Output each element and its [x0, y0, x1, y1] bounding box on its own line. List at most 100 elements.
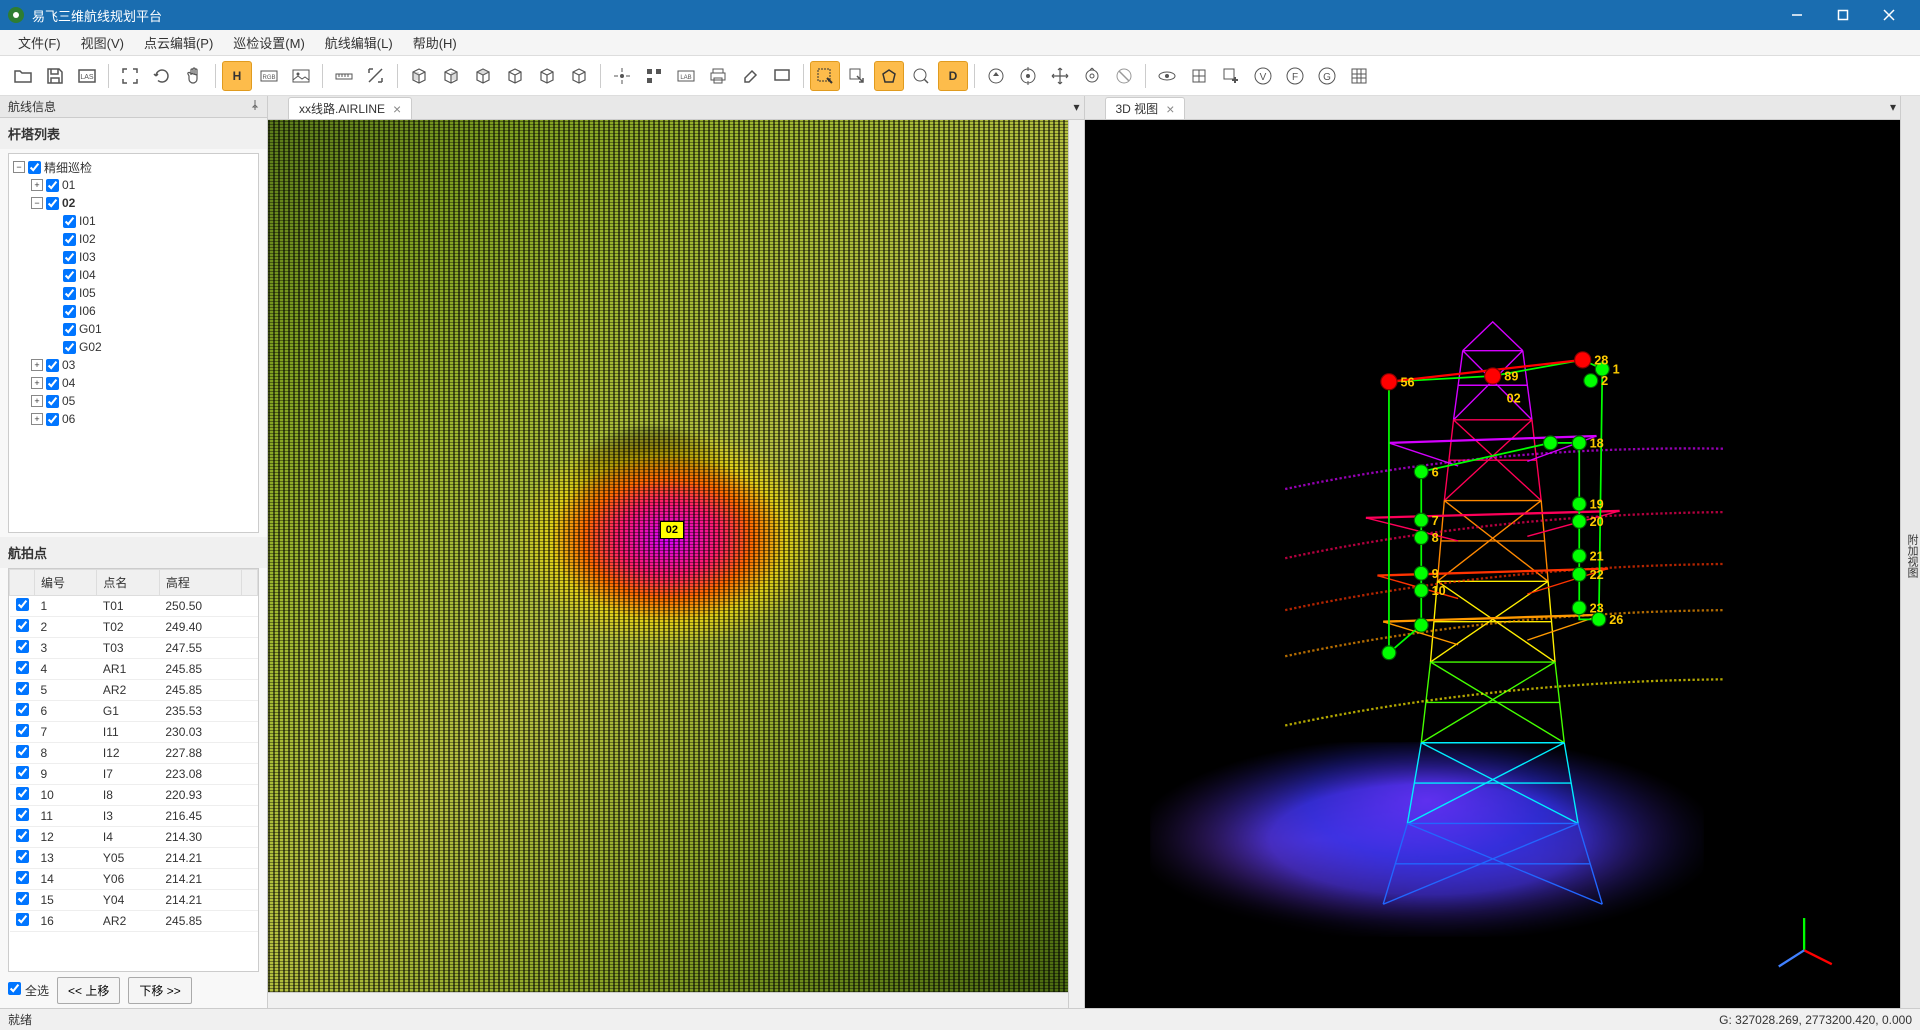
tree-node-03[interactable]: +03: [13, 356, 254, 374]
row-checkbox[interactable]: [16, 661, 29, 674]
expander-icon[interactable]: −: [31, 197, 43, 209]
fit-icon[interactable]: [115, 61, 145, 91]
minimize-button[interactable]: [1774, 0, 1820, 30]
vp-3d-tab[interactable]: 3D 视图 ×: [1105, 97, 1186, 119]
view-front-icon[interactable]: [404, 61, 434, 91]
row-checkbox[interactable]: [16, 871, 29, 884]
select-poly-icon[interactable]: [874, 61, 904, 91]
table-row[interactable]: 8I12227.88: [10, 743, 258, 764]
menu-route-edit[interactable]: 航线编辑(L): [315, 29, 403, 56]
pan-icon[interactable]: [179, 61, 209, 91]
move-down-button[interactable]: 下移 >>: [128, 977, 191, 1004]
expander-icon[interactable]: −: [13, 161, 25, 173]
select-rect-icon[interactable]: [810, 61, 840, 91]
nav-rotate-icon[interactable]: [1077, 61, 1107, 91]
tab-close-icon[interactable]: ×: [1166, 102, 1174, 116]
col-id[interactable]: 编号: [35, 570, 97, 596]
table-row[interactable]: 14Y06214.21: [10, 869, 258, 890]
open-icon[interactable]: [8, 61, 38, 91]
expander-icon[interactable]: +: [31, 179, 43, 191]
tree-root[interactable]: −精细巡检: [13, 158, 254, 176]
pin-icon[interactable]: [249, 99, 261, 114]
expander-icon[interactable]: +: [31, 377, 43, 389]
lab-icon[interactable]: LAB: [671, 61, 701, 91]
row-checkbox[interactable]: [16, 913, 29, 926]
points-icon[interactable]: [639, 61, 669, 91]
box-center-icon[interactable]: [1184, 61, 1214, 91]
close-button[interactable]: [1866, 0, 1912, 30]
table-row[interactable]: 3T03247.55: [10, 638, 258, 659]
select-all-checkbox[interactable]: [8, 982, 21, 995]
table-row[interactable]: 6G1235.53: [10, 701, 258, 722]
tree-node-04[interactable]: +04: [13, 374, 254, 392]
tree-checkbox[interactable]: [46, 413, 59, 426]
tree-checkbox[interactable]: [46, 395, 59, 408]
box-plus-icon[interactable]: [1216, 61, 1246, 91]
tree-node-05[interactable]: +05: [13, 392, 254, 410]
row-checkbox[interactable]: [16, 682, 29, 695]
grid-icon[interactable]: [1344, 61, 1374, 91]
table-row[interactable]: 5AR2245.85: [10, 680, 258, 701]
rgb-color-icon[interactable]: RGB: [254, 61, 284, 91]
nav-target-icon[interactable]: [1013, 61, 1043, 91]
row-checkbox[interactable]: [16, 745, 29, 758]
nav-cancel-icon[interactable]: [1109, 61, 1139, 91]
table-row[interactable]: 4AR1245.85: [10, 659, 258, 680]
expander-icon[interactable]: +: [31, 413, 43, 425]
nav-home-icon[interactable]: [981, 61, 1011, 91]
tree-checkbox[interactable]: [46, 197, 59, 210]
orbit-icon[interactable]: [1152, 61, 1182, 91]
row-checkbox[interactable]: [16, 829, 29, 842]
table-row[interactable]: 7I11230.03: [10, 722, 258, 743]
tree-node-02[interactable]: −02: [13, 194, 254, 212]
row-checkbox[interactable]: [16, 892, 29, 905]
right-strip[interactable]: 附加视图: [1900, 96, 1920, 1008]
col-name[interactable]: 点名: [97, 570, 159, 596]
tree-node-06[interactable]: +06: [13, 410, 254, 428]
screen-icon[interactable]: [767, 61, 797, 91]
height-color-icon[interactable]: H: [222, 61, 252, 91]
row-checkbox[interactable]: [16, 787, 29, 800]
table-row[interactable]: 12I4214.30: [10, 827, 258, 848]
tree-leaf[interactable]: I05: [13, 284, 254, 302]
vp-2d-tab[interactable]: xx线路.AIRLINE ×: [288, 97, 412, 119]
view-right-icon[interactable]: [500, 61, 530, 91]
row-checkbox[interactable]: [16, 724, 29, 737]
tree-checkbox[interactable]: [63, 215, 76, 228]
col-elev[interactable]: 高程: [159, 570, 241, 596]
tree-checkbox[interactable]: [46, 377, 59, 390]
erase-icon[interactable]: [735, 61, 765, 91]
row-checkbox[interactable]: [16, 808, 29, 821]
expander-icon[interactable]: +: [31, 359, 43, 371]
las-icon[interactable]: LAS: [72, 61, 102, 91]
view-bottom-icon[interactable]: [564, 61, 594, 91]
row-checkbox[interactable]: [16, 850, 29, 863]
row-checkbox[interactable]: [16, 619, 29, 632]
view-left-icon[interactable]: [468, 61, 498, 91]
select-circle-icon[interactable]: [906, 61, 936, 91]
v-icon[interactable]: V: [1248, 61, 1278, 91]
table-row[interactable]: 16AR2245.85: [10, 911, 258, 932]
tree-node-01[interactable]: +01: [13, 176, 254, 194]
image-icon[interactable]: [286, 61, 316, 91]
view-back-icon[interactable]: [436, 61, 466, 91]
view-top-icon[interactable]: [532, 61, 562, 91]
tree-checkbox[interactable]: [63, 233, 76, 246]
refresh-icon[interactable]: [147, 61, 177, 91]
tower-tree[interactable]: −精细巡检 +01 −02 I01I02I03I04I05I06G01G02 +…: [8, 153, 259, 533]
move-up-button[interactable]: << 上移: [57, 977, 120, 1004]
tree-checkbox[interactable]: [63, 269, 76, 282]
tree-checkbox[interactable]: [63, 341, 76, 354]
table-row[interactable]: 15Y04214.21: [10, 890, 258, 911]
measure-icon[interactable]: [329, 61, 359, 91]
tree-leaf[interactable]: I02: [13, 230, 254, 248]
tree-checkbox[interactable]: [63, 305, 76, 318]
vp-3d-content[interactable]: 1218192021222326109876568928 02: [1085, 120, 1901, 1008]
vp-dropdown-icon[interactable]: ▾: [1890, 100, 1896, 114]
table-row[interactable]: 9I7223.08: [10, 764, 258, 785]
expander-icon[interactable]: +: [31, 395, 43, 407]
tree-checkbox[interactable]: [46, 179, 59, 192]
save-icon[interactable]: [40, 61, 70, 91]
menu-file[interactable]: 文件(F): [8, 29, 71, 56]
tree-leaf[interactable]: I01: [13, 212, 254, 230]
